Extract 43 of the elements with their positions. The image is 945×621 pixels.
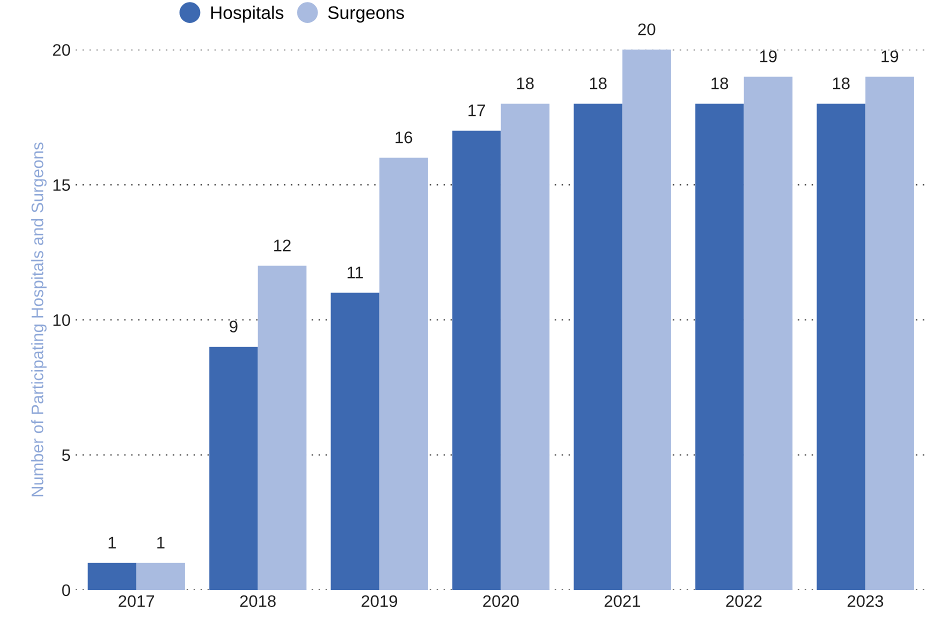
data-label: 17 <box>468 104 485 116</box>
data-label: 18 <box>590 78 607 90</box>
bar <box>695 104 744 590</box>
x-tick-label: 2018 <box>240 595 276 608</box>
data-label: 18 <box>517 78 534 90</box>
bar <box>500 104 550 590</box>
bar <box>330 292 380 590</box>
legend-label: Hospitals <box>211 6 284 23</box>
data-label: 1 <box>108 536 116 548</box>
x-tick-label: 2022 <box>726 595 762 608</box>
x-tick-label: 2019 <box>362 595 398 608</box>
y-tick-label: 5 <box>62 449 70 462</box>
data-label: 18 <box>833 78 850 90</box>
y-tick-label: 15 <box>53 179 70 191</box>
bar <box>816 104 866 590</box>
bar <box>452 130 501 590</box>
y-axis-title: Number of Participating Hospitals and Surgeons <box>31 142 47 496</box>
bar <box>379 158 428 590</box>
bar <box>209 346 258 590</box>
data-label: 19 <box>882 50 898 62</box>
bar <box>744 76 792 590</box>
data-label: 1 <box>157 536 164 548</box>
bar <box>865 76 914 590</box>
x-tick-label: 2021 <box>604 595 640 608</box>
bar <box>88 562 136 590</box>
x-tick-label: 2023 <box>848 595 884 608</box>
data-label: 18 <box>712 78 728 90</box>
y-tick-label: 20 <box>53 44 70 56</box>
legend-label: Surgeons <box>328 6 404 23</box>
bar <box>136 562 185 590</box>
x-tick-label: 2020 <box>483 595 519 608</box>
data-label: 16 <box>396 132 412 144</box>
bar <box>574 104 622 590</box>
bar <box>258 266 306 590</box>
data-label: 9 <box>230 320 238 332</box>
data-label: 12 <box>274 240 291 252</box>
y-tick-label: 0 <box>62 584 70 596</box>
x-tick-label: 2017 <box>118 595 154 608</box>
data-label: 11 <box>348 266 363 278</box>
bar <box>622 50 671 590</box>
data-label: 19 <box>760 50 777 62</box>
data-label: 20 <box>638 23 656 36</box>
y-tick-label: 10 <box>53 314 70 326</box>
